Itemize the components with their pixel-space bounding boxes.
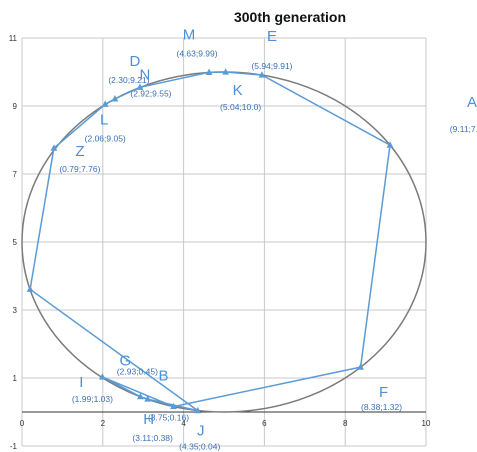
point-marker-b — [170, 402, 177, 410]
point-name-f: F — [379, 384, 388, 401]
y-tick-label: 1 — [13, 374, 18, 383]
y-tick-label: 9 — [13, 102, 18, 111]
point-name-l: L — [100, 111, 108, 128]
y-tick-label: 3 — [13, 306, 18, 315]
point-marker-h — [144, 395, 152, 402]
point-marker-i — [98, 373, 106, 380]
point-coord-label-m: (4.63;9.99) — [176, 48, 217, 58]
point-marker-e — [258, 71, 266, 78]
point-coord-label-n: (2.92;9.55) — [130, 88, 171, 98]
chart-title: 300th generation — [234, 9, 346, 25]
point-name-m: M — [183, 26, 196, 43]
point-marker-g — [136, 392, 144, 400]
x-tick-label: 10 — [422, 419, 431, 428]
y-tick-label: 7 — [13, 170, 18, 179]
labels-layer: A(9.11;7.85)B(3.75;0.16)C(0.20;3.61)D(2.… — [59, 26, 477, 452]
y-tick-label: -1 — [10, 442, 18, 451]
point-coord-label-l: (2.06;9.05) — [85, 133, 126, 143]
route-path — [29, 71, 391, 412]
point-coord-label-j: (4.35;0.04) — [179, 442, 220, 452]
point-name-k: K — [233, 82, 243, 99]
point-coord-label-k: (5.04;10.0) — [220, 102, 261, 112]
point-marker-l — [101, 100, 109, 107]
point-name-e: E — [267, 28, 277, 45]
point-coord-label-h: (3.11;0.38) — [132, 433, 173, 443]
point-marker-c — [26, 285, 34, 292]
point-name-a: A — [467, 94, 477, 111]
point-marker-m — [205, 68, 213, 75]
point-marker-n — [136, 83, 144, 90]
point-coord-label-b: (3.75;0.16) — [148, 413, 189, 423]
point-coord-label-e: (5.94;9.91) — [251, 61, 292, 71]
point-name-z: Z — [75, 143, 84, 160]
point-coord-label-d: (2.30;9.21) — [108, 75, 149, 85]
point-marker-j — [194, 406, 202, 414]
point-coord-label-f: (8.38;1.32) — [361, 402, 402, 412]
point-marker-f — [357, 363, 364, 370]
x-tick-label: 4 — [181, 419, 186, 428]
point-marker-d — [111, 95, 119, 102]
point-coord-label-a: (9.11;7.85) — [450, 124, 477, 134]
point-marker-a — [386, 141, 394, 148]
point-name-i: I — [79, 374, 83, 391]
point-marker-k — [222, 68, 230, 75]
point-coord-label-g: (2.93;0.45) — [117, 367, 158, 377]
point-name-d: D — [129, 53, 140, 70]
point-coord-label-i: (1.99;1.03) — [72, 394, 113, 404]
grid: 0 2 4 6 8 10 -1 1 3 5 7 9 11 — [9, 34, 431, 451]
point-name-h: H — [143, 411, 154, 428]
point-coord-label-z: (0.79;7.76) — [59, 164, 100, 174]
y-tick-label: 11 — [9, 34, 18, 43]
points-layer — [26, 68, 394, 414]
x-tick-label: 8 — [343, 419, 348, 428]
route-path-layer — [29, 71, 391, 412]
point-name-j: J — [197, 423, 205, 440]
x-tick-label: 0 — [20, 419, 25, 428]
x-tick-label: 6 — [262, 419, 267, 428]
point-name-g: G — [120, 353, 132, 370]
y-tick-label: 5 — [13, 238, 18, 247]
x-tick-label: 2 — [101, 419, 106, 428]
point-marker-z — [50, 144, 58, 151]
point-name-n: N — [140, 66, 151, 83]
point-name-b: B — [158, 368, 168, 385]
